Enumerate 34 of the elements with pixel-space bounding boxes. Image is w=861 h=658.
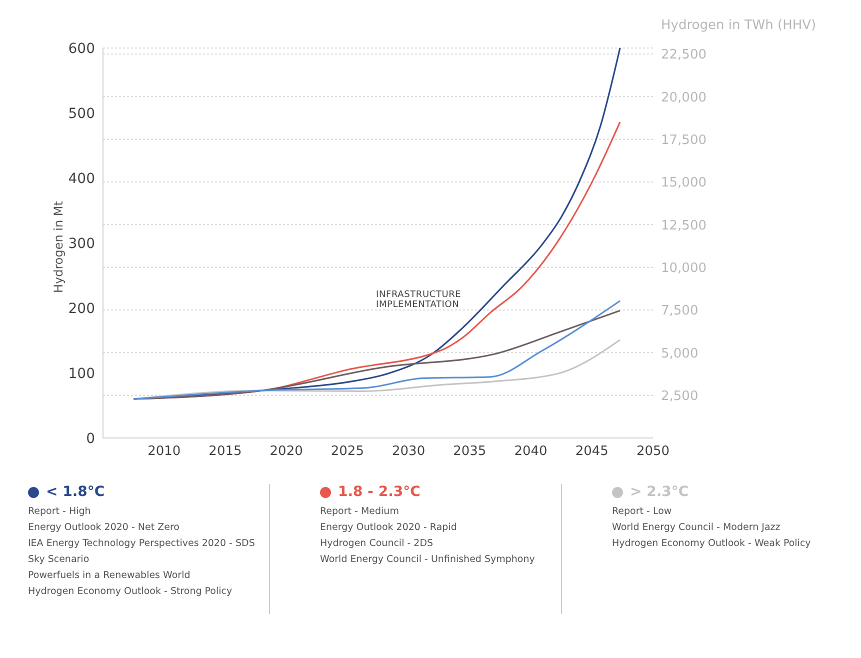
y-tick-label: 400	[68, 170, 95, 187]
y-tick-label: 600	[68, 40, 95, 57]
x-tick-label: 2015	[208, 444, 242, 460]
annotation: INFRASTRUCTURE IMPLEMENTATION	[376, 290, 462, 310]
y-tick-label: 200	[68, 300, 95, 317]
text: Report - High Energy Outlook 2020 - Net Zero IEA Energy Technology Perspectives 2020 - SDS Sky Scenario Powerfuels in a Renewables World Hydrogen Economy Outlook - Strong Policy	[28, 505, 256, 599]
y2-tick-label: 17,500	[661, 132, 706, 148]
y2-tick-label: 2,500	[661, 388, 698, 404]
y-axis-title: Hydrogen in Mt	[51, 200, 66, 293]
x-tick-label: 2045	[575, 444, 608, 460]
legend-label: > 2.3°C	[630, 484, 689, 500]
y-tick-label: 100	[68, 366, 95, 382]
y2-tick-label: 22,500	[661, 48, 706, 63]
y2-tick-label: 15,000	[661, 176, 706, 191]
y2-tick-label: 12,500	[661, 218, 706, 234]
text: Report - Medium Energy Outlook 2020 - Rapid Hydrogen Council - 2DS World Energy Council - Unfinished Symphony	[320, 505, 536, 567]
y2-axis-title: Hydrogen in TWh (HHV)	[661, 18, 816, 33]
y2-tick-label: 7,500	[661, 304, 698, 319]
x-tick-label: 2035	[453, 444, 486, 460]
y-tick-label: 0	[86, 430, 95, 447]
x-tick-label: 2050	[636, 444, 670, 460]
legend-label: < 1.8°C	[46, 484, 105, 500]
legend-label: 1.8 - 2.3°C	[338, 484, 420, 500]
y-tick-label: 300	[68, 236, 95, 252]
y2-tick-label: 5,000	[661, 346, 698, 362]
y-tick-label: 500	[68, 106, 95, 122]
y2-tick-label: 10,000	[661, 260, 706, 276]
x-tick-label: 2030	[392, 444, 426, 460]
x-tick-label: 2020	[270, 444, 303, 460]
text: Report - Low World Energy Council - Modern Jazz Hydrogen Economy Outlook - Weak Policy	[612, 505, 812, 551]
y2-tick-label: 20,000	[661, 90, 706, 106]
x-tick-label: 2040	[514, 444, 548, 460]
x-tick-label: 2025	[330, 444, 364, 460]
x-tick-label: 2010	[148, 444, 181, 460]
